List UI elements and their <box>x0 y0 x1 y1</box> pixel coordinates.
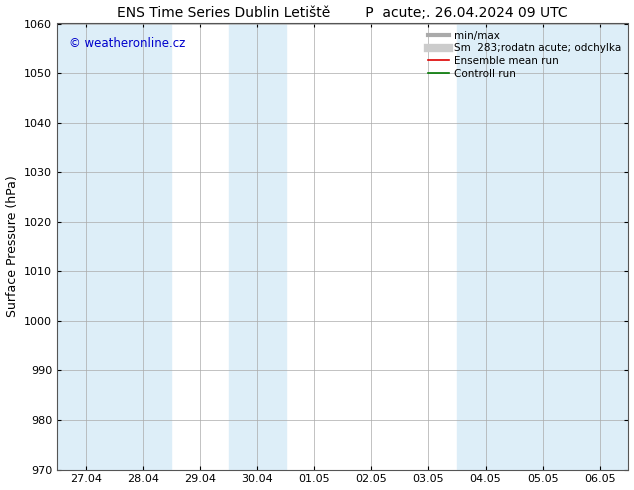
Bar <box>114 24 171 469</box>
Text: © weatheronline.cz: © weatheronline.cz <box>68 37 185 50</box>
Bar <box>57 24 114 469</box>
Bar <box>571 24 628 469</box>
Bar <box>228 24 286 469</box>
Title: ENS Time Series Dublin Letiště        P  acute;. 26.04.2024 09 UTC: ENS Time Series Dublin Letiště P acute;.… <box>117 5 568 20</box>
Y-axis label: Surface Pressure (hPa): Surface Pressure (hPa) <box>6 176 18 318</box>
Bar <box>514 24 571 469</box>
Legend: min/max, Sm  283;rodatn acute; odchylka, Ensemble mean run, Controll run: min/max, Sm 283;rodatn acute; odchylka, … <box>424 26 625 83</box>
Bar <box>457 24 514 469</box>
